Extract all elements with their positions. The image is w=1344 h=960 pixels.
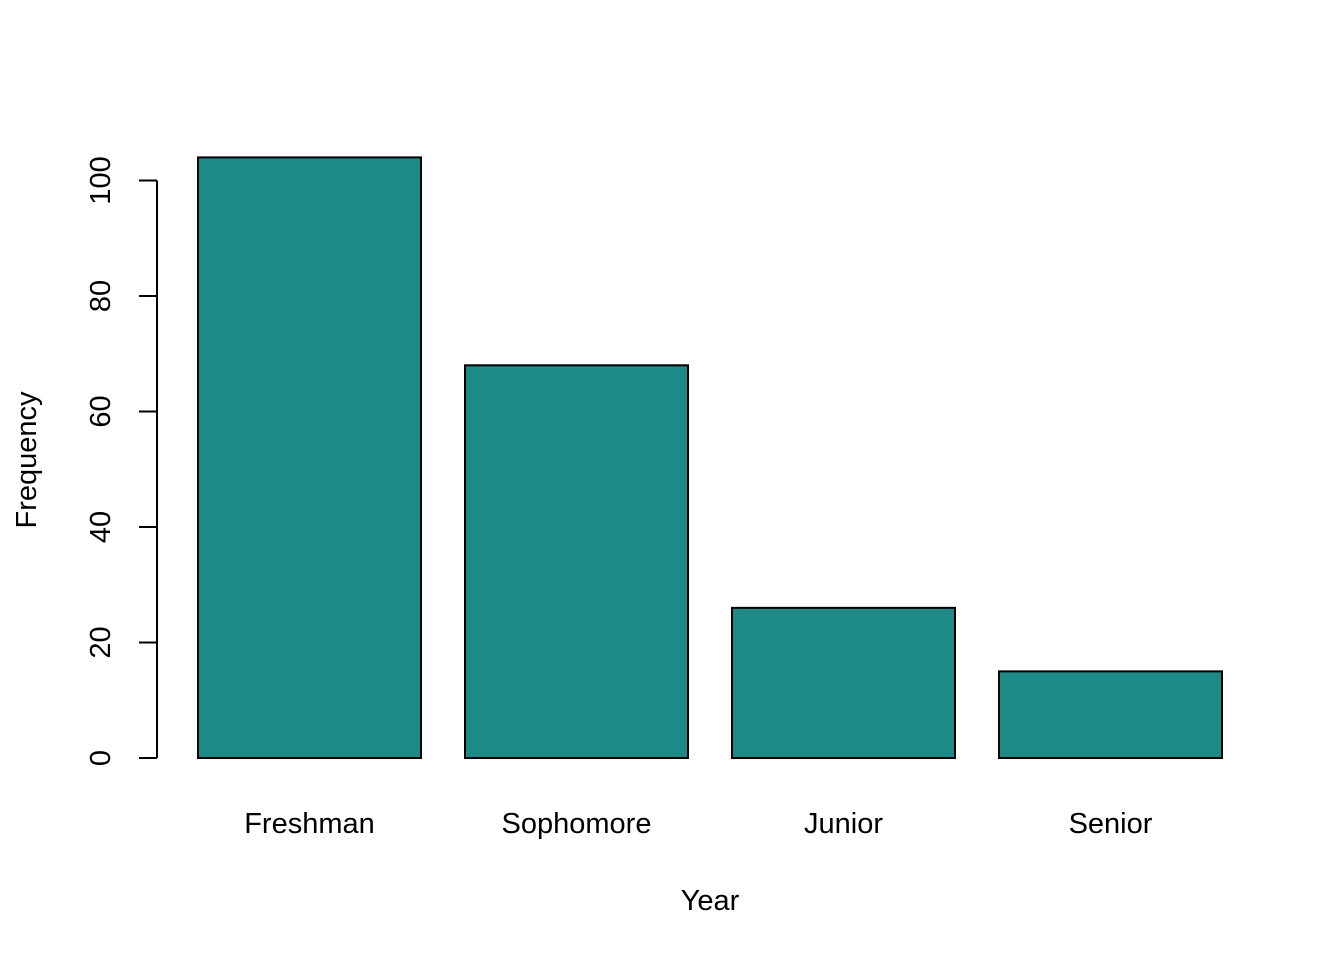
category-label-junior: Junior: [804, 808, 883, 840]
bar-junior: [731, 606, 956, 759]
bar-freshman: [197, 156, 422, 759]
y-tick-label-40: 40: [85, 511, 117, 543]
category-label-senior: Senior: [1069, 808, 1153, 840]
y-axis: 0 20 40 60 80 100: [85, 156, 158, 766]
bars-group: [197, 156, 1223, 759]
y-tick-label-100: 100: [85, 156, 117, 204]
bar-sophomore: [464, 364, 689, 759]
y-axis-title: Frequency: [11, 391, 43, 529]
y-tick-label-0: 0: [85, 750, 117, 766]
y-tick-label-80: 80: [85, 280, 117, 312]
x-axis-title: Year: [681, 885, 740, 917]
x-axis-category-labels: Freshman Sophomore Junior Senior: [244, 808, 1153, 840]
category-label-sophomore: Sophomore: [502, 808, 652, 840]
category-label-freshman: Freshman: [244, 808, 375, 840]
y-tick-label-20: 20: [85, 626, 117, 658]
y-tick-label-60: 60: [85, 395, 117, 427]
bar-senior: [998, 670, 1223, 759]
